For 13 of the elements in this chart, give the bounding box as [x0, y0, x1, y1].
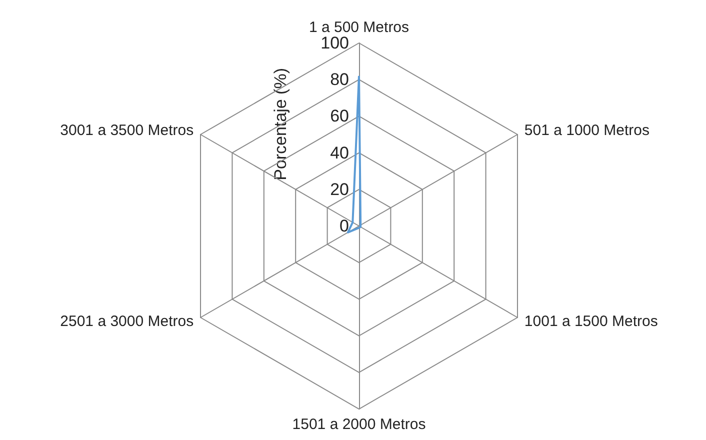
- spoke-label: 2501 a 3000 Metros: [60, 313, 194, 330]
- y-tick-label: 40: [330, 143, 349, 162]
- text: Porcentaje (%): [271, 68, 290, 180]
- y-tick-label: 20: [330, 180, 349, 199]
- spoke-label: 3001 a 3500 Metros: [60, 122, 194, 139]
- y-tick-label: 60: [330, 106, 349, 126]
- spoke-label: 1 a 500 Metros: [308, 19, 410, 36]
- spoke-label: 1501 a 2000 Metros: [292, 416, 426, 433]
- spoke-label: 1001 a 1500 Metros: [524, 313, 658, 330]
- spoke-label: 501 a 1000 Metros: [524, 122, 650, 139]
- y-tick-label: 80: [330, 70, 349, 90]
- y-tick-label: 100: [320, 34, 349, 52]
- y-tick-label: 0: [340, 216, 349, 236]
